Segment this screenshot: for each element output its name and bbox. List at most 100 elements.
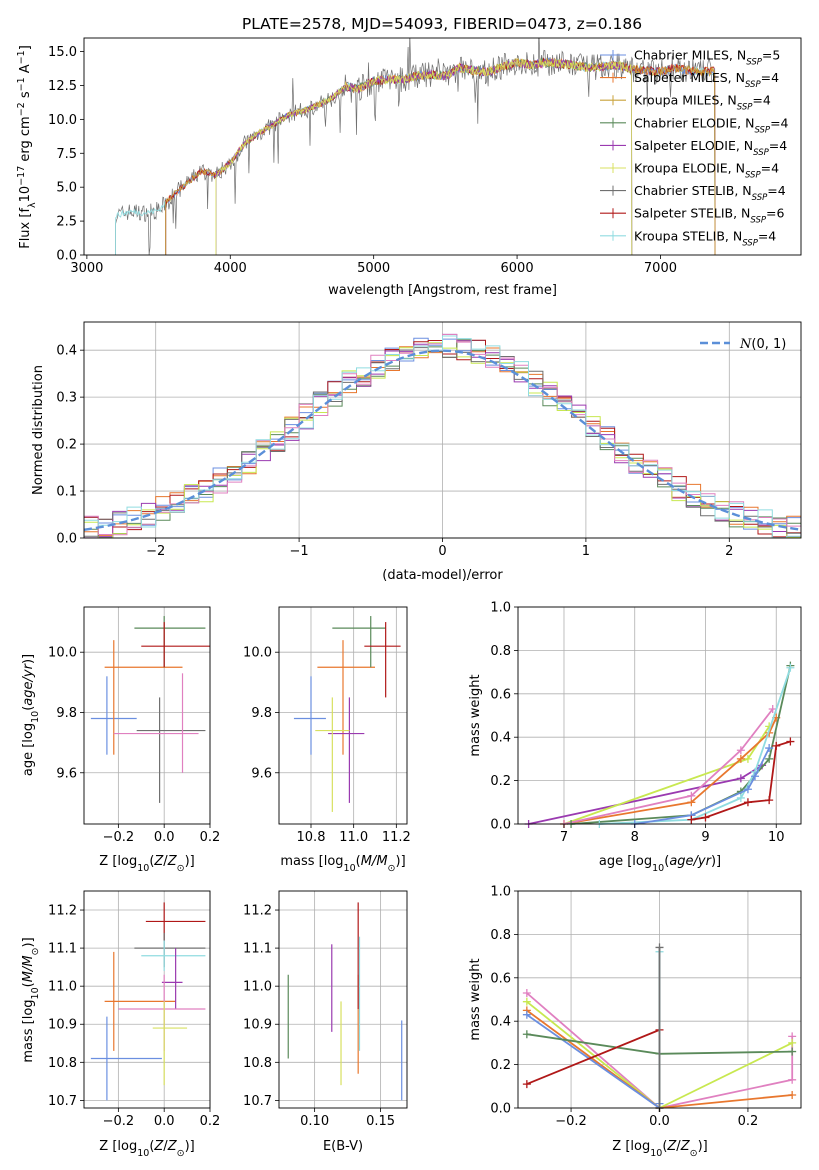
series-marker bbox=[743, 754, 752, 763]
x-axis-label: Z [log10(Z/Z⊙)] bbox=[612, 1139, 707, 1159]
axes-frame bbox=[83, 37, 802, 256]
legend-sub: SSP bbox=[752, 193, 768, 203]
label-part: λ bbox=[27, 202, 38, 208]
series-line bbox=[526, 992, 794, 1109]
y-tick-label: 0.0 bbox=[490, 818, 511, 833]
label-part: Z [log bbox=[99, 1139, 137, 1154]
y-axis-label: mass weight bbox=[468, 958, 483, 1040]
label-part: )] bbox=[185, 1139, 195, 1154]
x-tick-label: 9 bbox=[701, 830, 709, 845]
y-tick-label: 0.0 bbox=[56, 249, 77, 264]
label-part: ( bbox=[662, 1139, 667, 1154]
legend-sub: SSP bbox=[754, 125, 770, 135]
mass_vs_EBV-panel: 0.10 0.15 10.7 10.8 10.9 11.0 11.1 11.2 E(B-V) bbox=[243, 890, 408, 1154]
y-tick-label: 0.2 bbox=[56, 438, 77, 453]
legend-tail: =5 bbox=[762, 48, 780, 63]
y-tick-label: 10.0 bbox=[243, 646, 272, 661]
legend-tail: =4 bbox=[770, 115, 788, 130]
y-tick-label: 0.2 bbox=[490, 1058, 511, 1073]
series-marker bbox=[765, 754, 774, 763]
legend-entry: Salpeter STELIB, NSSP=6 bbox=[634, 206, 784, 226]
y-axis-label: Flux [fλ10−17 erg cm−2 s−1 A−1] bbox=[16, 45, 38, 249]
label-part: mass [log bbox=[280, 854, 343, 869]
label-part: −1 bbox=[16, 77, 27, 91]
label-part: s bbox=[18, 91, 33, 102]
x-tick-label: 5000 bbox=[357, 261, 390, 276]
axes-frame bbox=[278, 890, 408, 1109]
y-tick-label: 10.8 bbox=[243, 1056, 272, 1071]
legend-entry: Salpeter MILES, NSSP=4 bbox=[634, 70, 779, 90]
legend-sub: SSP bbox=[750, 216, 766, 226]
spectrum-series-line bbox=[115, 38, 716, 255]
label-part: age [log bbox=[599, 854, 652, 869]
label-part: ] bbox=[18, 45, 33, 50]
y-tick-label: 10.9 bbox=[48, 1018, 77, 1033]
spectrum-series-line bbox=[165, 58, 716, 255]
x-tick-label: 10.8 bbox=[297, 830, 326, 845]
x-tick-label: 0.2 bbox=[200, 1114, 221, 1129]
label-part: erg cm bbox=[18, 116, 33, 165]
x-tick-label: 2 bbox=[725, 544, 733, 559]
y-tick-label: 11.0 bbox=[48, 980, 77, 995]
legend-text: Salpeter ELODIE, N bbox=[634, 138, 753, 153]
label-part: )] bbox=[396, 854, 406, 869]
y-tick-label: 5.0 bbox=[56, 181, 77, 196]
y-tick-label: 0.4 bbox=[490, 731, 511, 746]
y-axis-label: age [log10(age/yr)] bbox=[21, 654, 41, 776]
age_vs_Z-panel: −0.2 0.0 0.29.69.810.0Z [log10(Z/Z⊙)]age [… bbox=[21, 606, 220, 874]
label-part: / bbox=[163, 1139, 168, 1154]
legend-sub: SSP bbox=[746, 58, 762, 68]
y-tick-label: 0.6 bbox=[490, 971, 511, 986]
y-tick-label: 11.2 bbox=[48, 904, 77, 919]
y-axis-label: mass weight bbox=[468, 674, 483, 756]
axes-frame bbox=[278, 606, 408, 825]
y-tick-label: 0.0 bbox=[490, 1102, 511, 1117]
label-part: 10 bbox=[18, 186, 33, 203]
series-marker bbox=[786, 663, 795, 672]
series-marker bbox=[751, 772, 760, 781]
label-part: mass [log bbox=[21, 999, 36, 1062]
series-marker bbox=[687, 815, 696, 824]
x-tick-label: 0.0 bbox=[154, 1114, 175, 1129]
y-axis-label: Normed distribution bbox=[31, 365, 46, 495]
series-marker bbox=[522, 988, 531, 997]
label-part: ( bbox=[21, 982, 36, 987]
legend-tail: =4 bbox=[752, 93, 770, 108]
y-axis-label: mass [log10(M/M⊙)] bbox=[21, 937, 41, 1062]
x-tick-label: −0.2 bbox=[103, 1114, 135, 1129]
legend-sub: SSP bbox=[753, 148, 769, 158]
y-tick-label: 11.1 bbox=[48, 942, 77, 957]
y-tick-label: 11.1 bbox=[243, 942, 272, 957]
label-part: Z bbox=[680, 1139, 691, 1154]
y-tick-label: 0.8 bbox=[490, 644, 511, 659]
residuals-panel: −2 −1 0 1 2 0.0 0.1 0.2 0.3 0.4 (data-model)/error… bbox=[31, 321, 802, 583]
label-part: 10 bbox=[30, 711, 41, 723]
series-marker bbox=[768, 704, 777, 713]
label-part: ⊙ bbox=[388, 863, 396, 874]
series-marker bbox=[765, 744, 774, 753]
legend-sub: SSP bbox=[737, 103, 753, 113]
spectrum-series-line bbox=[215, 57, 633, 255]
legend-entry: Chabrier STELIB, NSSP=4 bbox=[634, 183, 786, 203]
spectrum-series-line bbox=[165, 57, 716, 255]
x-tick-label: 4000 bbox=[214, 261, 247, 276]
legend-entry: Kroupa ELODIE, NSSP=4 bbox=[634, 161, 779, 181]
legend-text: Salpeter MILES, N bbox=[634, 70, 745, 85]
y-tick-label: 11.2 bbox=[243, 904, 272, 919]
series-line bbox=[526, 1013, 661, 1110]
y-tick-label: 10.0 bbox=[48, 646, 77, 661]
legend-tail: =4 bbox=[767, 183, 785, 198]
legend-entry: Chabrier MILES, NSSP=5 bbox=[634, 48, 780, 68]
series-marker bbox=[743, 798, 752, 807]
label-part: Normed distribution bbox=[31, 365, 46, 495]
label-part: Z [log bbox=[99, 854, 137, 869]
y-tick-label: 0.3 bbox=[56, 391, 77, 406]
x-axis-label: (data-model)/error bbox=[382, 568, 503, 583]
label-part: Z bbox=[167, 1139, 178, 1154]
spectrum-panel: 3000 4000 5000 6000 7000 0.0 2.5 5.0 7.5 10.0 12.5… bbox=[16, 37, 802, 298]
legend-text: Chabrier ELODIE, N bbox=[634, 115, 754, 130]
x-axis-label: Z [log10(Z/Z⊙)] bbox=[99, 854, 194, 874]
series-marker bbox=[522, 1030, 531, 1039]
y-tick-label: 10.9 bbox=[243, 1018, 272, 1033]
